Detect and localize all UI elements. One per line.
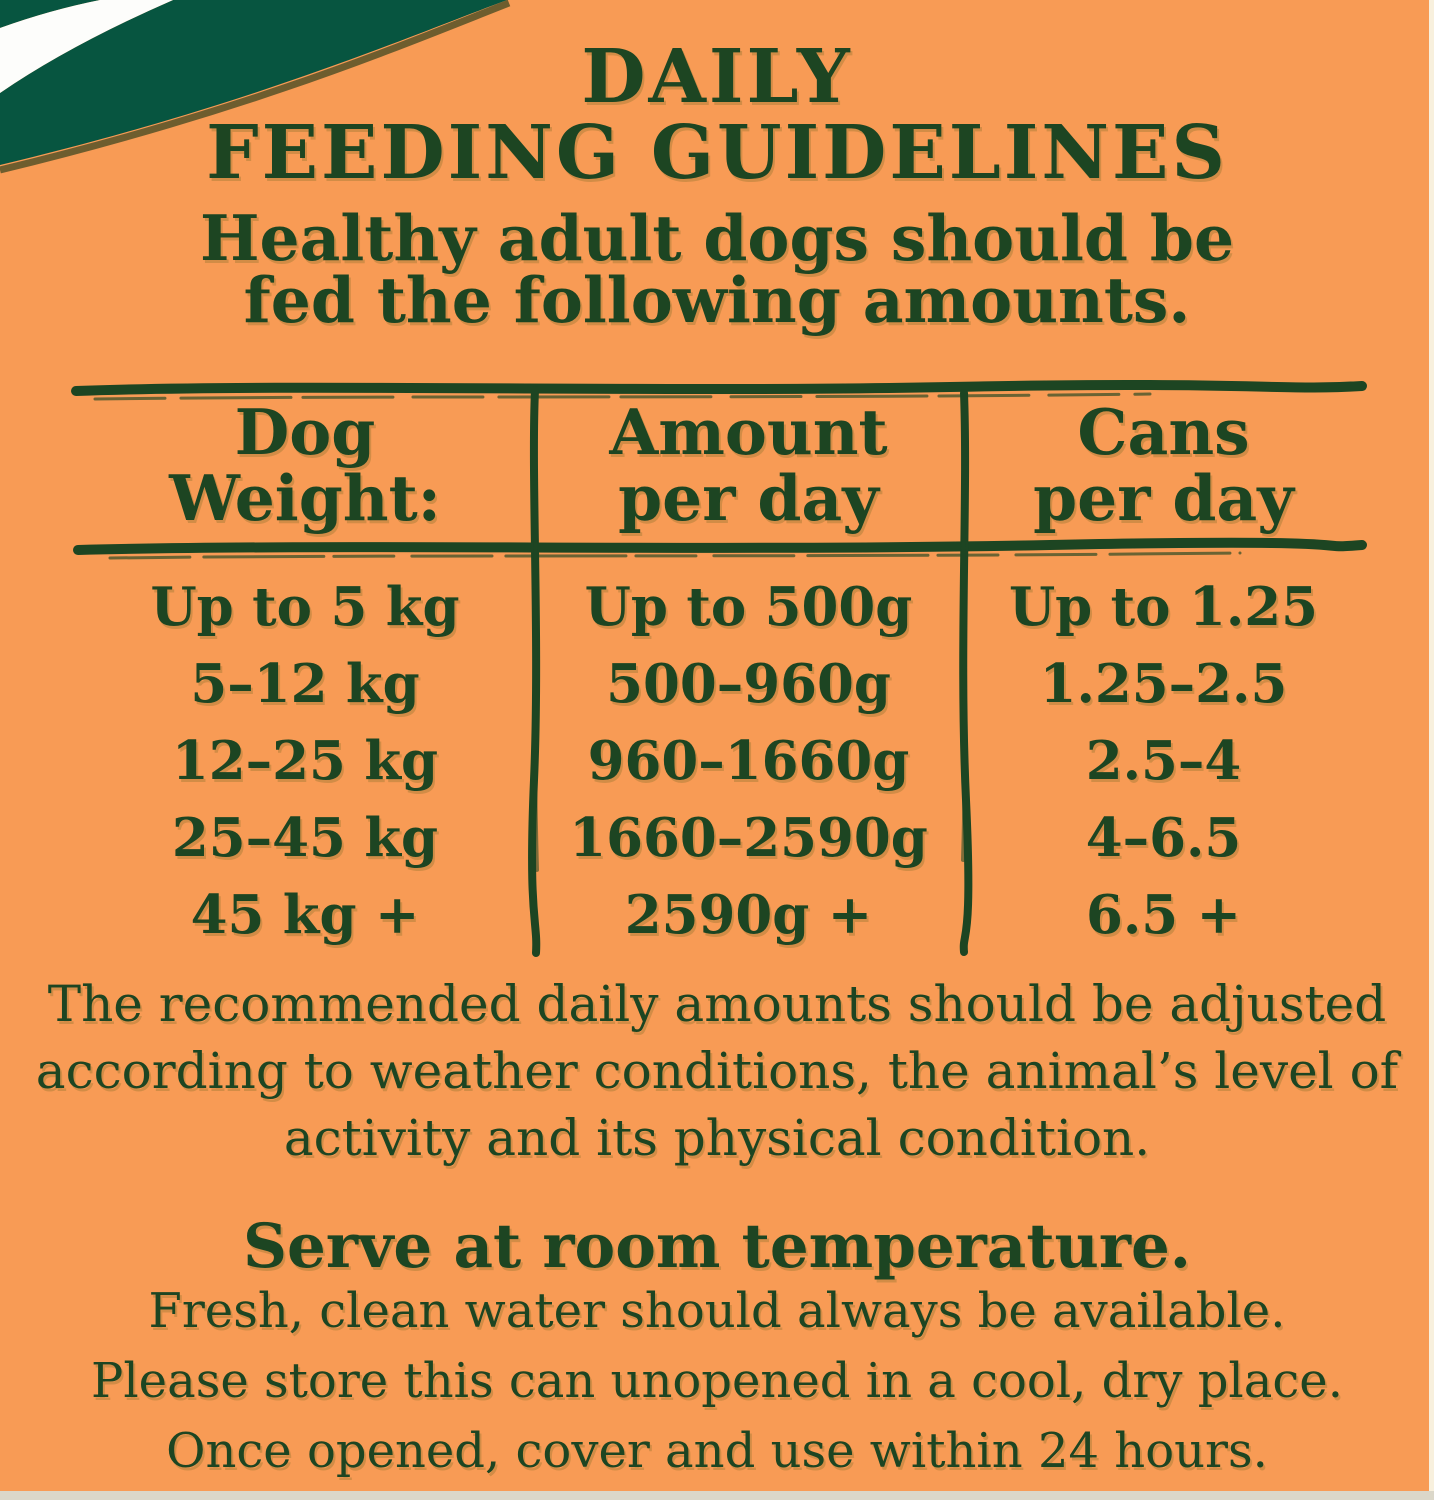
subtitle: Healthy adult dogs should be fed the fol…	[199, 201, 1235, 337]
feeding-table-body: Up to 5 kg Up to 500g Up to 1.25 5–12 kg…	[76, 568, 1364, 953]
table-cell-weight-row3: 12–25 kg	[171, 729, 439, 792]
feeding-table-header: Dog Weight: Amount per day Cans per day	[76, 399, 1364, 531]
table-cell-cans-row4: 4–6.5	[1085, 806, 1242, 869]
table-cell-cans-row2: 1.25–2.5	[1039, 652, 1288, 715]
table-rule-mid-texture	[108, 551, 1242, 560]
table-cell-cans-row3: 2.5–4	[1085, 729, 1242, 792]
care-notes: Fresh, clean water should always be avai…	[0, 1276, 1434, 1486]
table-cell-weight-row2: 5–12 kg	[190, 652, 420, 715]
adjustment-note: The recommended daily amounts should be …	[35, 975, 1399, 1167]
table-cell-weight-row1: Up to 5 kg	[150, 575, 460, 638]
swoosh-corner-wedge	[0, 0, 100, 28]
scan-edge-artifact-right	[1429, 0, 1434, 1500]
table-cell-amount-row3: 960–1660g	[587, 729, 910, 792]
water-note: Fresh, clean water should always be avai…	[148, 1283, 1286, 1339]
column-header-dog-weight: Dog Weight:	[169, 395, 441, 535]
scan-edge-artifact-bottom	[0, 1491, 1434, 1500]
column-header-amount-per-day: Amount per day	[609, 395, 888, 535]
title-line-1: DAILY	[581, 34, 853, 120]
table-cell-amount-row5: 2590g +	[624, 883, 873, 946]
table-cell-amount-row2: 500–960g	[606, 652, 891, 715]
table-cell-amount-row4: 1660–2590g	[569, 806, 928, 869]
table-rule-top	[71, 380, 1367, 396]
title-line-2: FEEDING GUIDELINES	[206, 110, 1228, 196]
table-cell-cans-row1: Up to 1.25	[1008, 575, 1319, 638]
table-cell-amount-row1: Up to 500g	[584, 575, 913, 638]
table-cell-weight-row5: 45 kg +	[190, 883, 420, 946]
serve-note: Serve at room temperature.	[242, 1211, 1192, 1282]
table-cell-cans-row5: 6.5 +	[1085, 883, 1242, 946]
usage-note: Once opened, cover and use within 24 hou…	[166, 1423, 1268, 1479]
storage-note: Please store this can unopened in a cool…	[91, 1353, 1343, 1409]
page-title: DAILY FEEDING GUIDELINES	[0, 39, 1434, 191]
table-rule-mid	[73, 537, 1367, 555]
table-cell-weight-row4: 25–45 kg	[171, 806, 439, 869]
column-header-cans-per-day: Cans per day	[1033, 395, 1294, 535]
